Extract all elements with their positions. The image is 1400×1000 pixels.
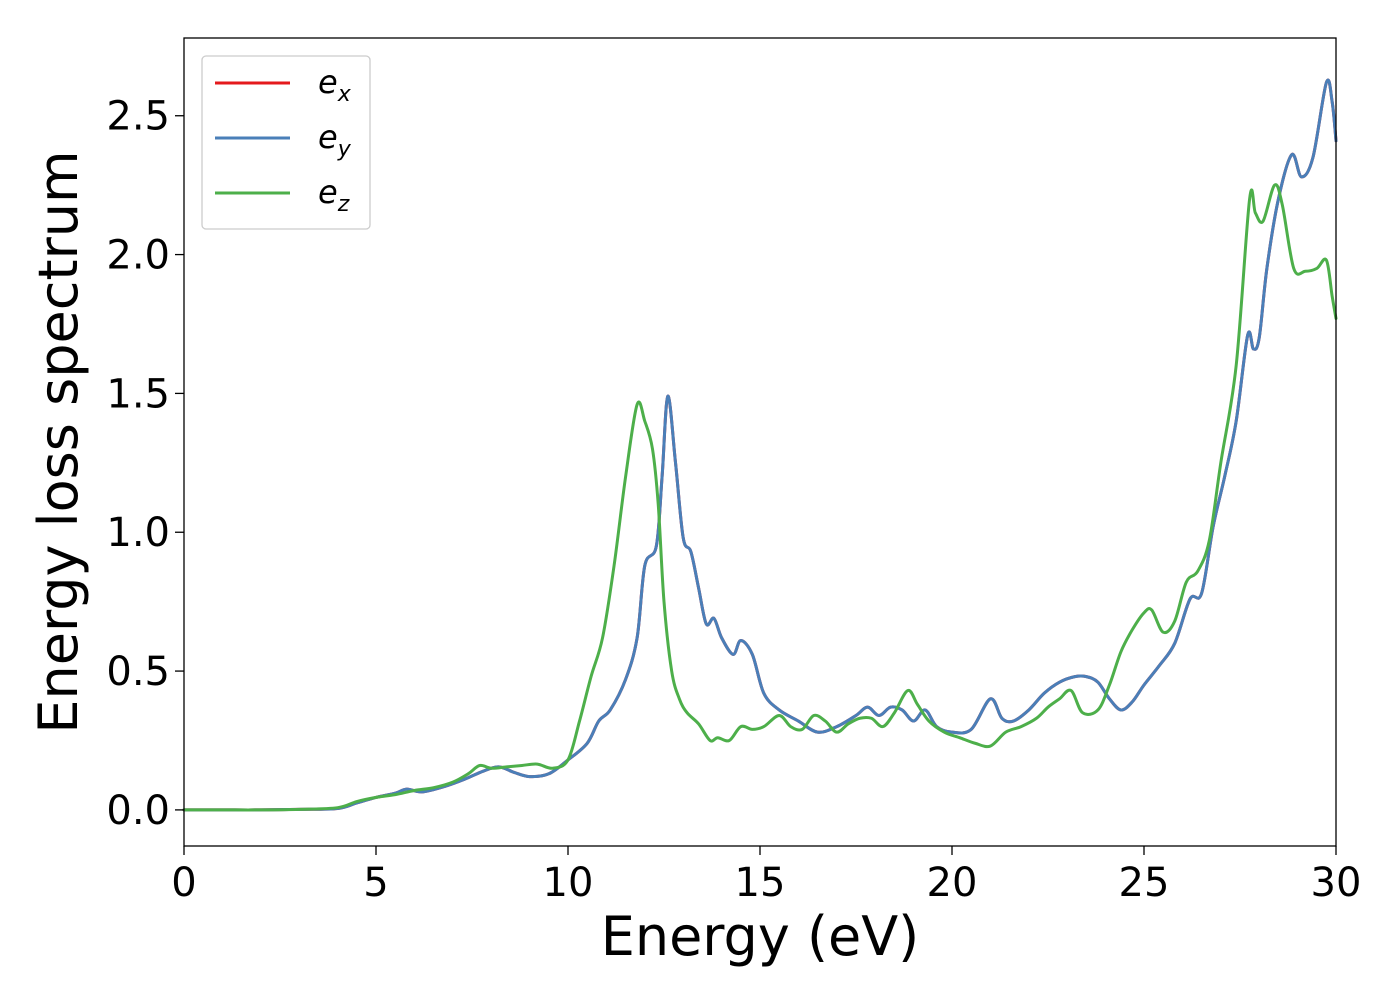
x-axis-title: Energy (eV) — [601, 905, 920, 968]
legend-label-y: ey — [318, 118, 352, 162]
series-line-y — [182, 78, 1338, 812]
x-tick-label: 5 — [363, 860, 388, 906]
y-tick-label: 2.0 — [106, 233, 170, 279]
series-line-z — [182, 183, 1338, 812]
legend-label-z: ez — [318, 173, 350, 217]
x-tick-label: 10 — [543, 860, 594, 906]
y-axis-title: Energy loss spectrum — [27, 150, 90, 733]
x-axis: 0 5 10 15 20 25 30 — [171, 846, 1361, 906]
legend-box — [201, 55, 371, 230]
x-tick-label: 0 — [171, 860, 196, 906]
x-tick-label: 25 — [1119, 860, 1170, 906]
legend-label-x: ex — [318, 63, 352, 107]
legend: ex ey ez — [201, 55, 371, 230]
y-tick-label: 0.5 — [106, 649, 170, 695]
y-tick-label: 1.5 — [106, 371, 170, 417]
x-tick-label: 30 — [1311, 860, 1362, 906]
x-tick-label: 15 — [735, 860, 786, 906]
y-tick-label: 0.0 — [106, 788, 170, 834]
y-tick-label: 1.0 — [106, 510, 170, 556]
plot-area — [184, 38, 1336, 846]
x-tick-label: 20 — [927, 860, 978, 906]
y-tick-label: 2.5 — [106, 94, 170, 140]
y-axis: 0.0 0.5 1.0 1.5 2.0 2.5 — [106, 94, 184, 834]
series-layer — [182, 78, 1338, 812]
